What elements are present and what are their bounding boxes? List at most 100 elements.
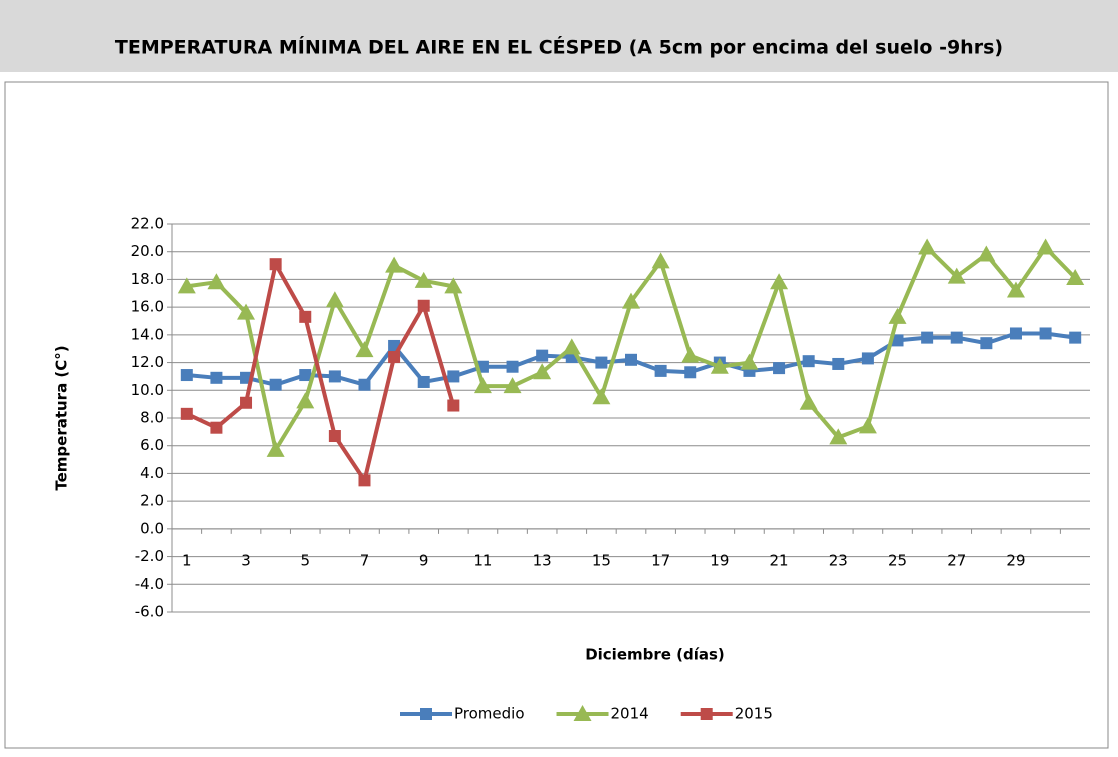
marker <box>1006 281 1025 298</box>
marker <box>773 362 786 375</box>
marker <box>950 331 963 344</box>
marker <box>240 396 253 409</box>
y-tick-label: 18.0 <box>131 270 164 288</box>
marker <box>269 258 282 271</box>
x-tick-label: 11 <box>473 551 492 569</box>
x-tick-label: 15 <box>592 551 611 569</box>
marker <box>358 378 371 391</box>
marker <box>444 277 463 294</box>
marker <box>1066 269 1085 286</box>
x-tick-label: 19 <box>710 551 729 569</box>
marker <box>740 353 759 370</box>
marker <box>328 430 341 443</box>
marker <box>1069 331 1082 344</box>
marker <box>710 357 729 374</box>
marker <box>622 292 640 309</box>
marker <box>681 346 700 363</box>
marker <box>385 256 404 273</box>
x-tick-label: 9 <box>419 551 429 569</box>
marker <box>858 417 877 434</box>
y-tick-label: 14.0 <box>131 325 164 343</box>
marker <box>210 371 223 384</box>
marker <box>1036 238 1055 255</box>
marker <box>921 331 934 344</box>
y-tick-label: 4.0 <box>140 464 164 482</box>
marker <box>799 393 818 410</box>
marker <box>266 440 285 457</box>
marker <box>328 370 341 383</box>
marker <box>177 277 196 294</box>
marker <box>947 267 966 284</box>
marker <box>180 369 193 382</box>
marker <box>1039 327 1052 340</box>
marker <box>388 351 401 364</box>
y-tick-label: 12.0 <box>131 353 164 371</box>
y-tick-label: 8.0 <box>140 409 164 427</box>
marker <box>654 364 667 377</box>
marker <box>417 375 430 388</box>
marker <box>700 708 713 720</box>
marker <box>891 334 904 347</box>
marker <box>1009 327 1022 340</box>
x-tick-label: 13 <box>533 551 552 569</box>
x-tick-label: 17 <box>651 551 670 569</box>
marker <box>237 303 256 320</box>
legend-label: 2015 <box>735 705 773 723</box>
legend-label: 2014 <box>611 705 649 723</box>
series-line <box>185 262 456 483</box>
marker <box>506 360 519 373</box>
x-axis-title: Diciembre (días) <box>585 646 725 664</box>
marker <box>980 337 993 350</box>
marker <box>595 356 608 369</box>
marker <box>888 307 907 324</box>
marker <box>207 273 226 290</box>
marker <box>299 310 312 323</box>
marker <box>977 245 996 262</box>
marker <box>447 370 460 383</box>
marker <box>299 369 312 382</box>
marker <box>562 338 581 355</box>
chart-frame <box>4 81 1109 749</box>
marker <box>325 291 344 308</box>
legend-label: Promedio <box>454 705 525 723</box>
marker <box>180 407 193 420</box>
y-tick-label: 20.0 <box>131 242 164 260</box>
marker <box>651 252 670 269</box>
marker <box>802 355 815 368</box>
y-tick-label: 2.0 <box>140 492 164 510</box>
marker <box>625 353 637 366</box>
marker <box>770 273 789 290</box>
x-tick-label: 23 <box>829 551 848 569</box>
marker <box>269 378 282 391</box>
marker <box>473 377 492 394</box>
x-tick-label: 21 <box>770 551 789 569</box>
x-tick-label: 27 <box>947 551 966 569</box>
marker <box>417 299 430 312</box>
y-tick-label: 22.0 <box>131 215 164 233</box>
marker <box>420 708 432 720</box>
y-tick-label: -4.0 <box>135 575 164 593</box>
marker <box>414 271 433 288</box>
y-tick-label: 16.0 <box>131 298 164 316</box>
marker <box>592 388 611 405</box>
y-tick-label: -2.0 <box>135 547 164 565</box>
marker <box>573 705 592 721</box>
marker <box>358 474 371 487</box>
marker <box>918 238 937 255</box>
y-tick-label: 10.0 <box>131 381 164 399</box>
y-axis-title: Temperatura (C°) <box>53 345 71 490</box>
marker <box>536 349 549 362</box>
x-tick-label: 3 <box>241 551 251 569</box>
x-tick-label: 25 <box>888 551 907 569</box>
x-tick-label: 7 <box>360 551 370 569</box>
y-tick-label: 6.0 <box>140 436 164 454</box>
y-tick-label: 0.0 <box>140 519 164 537</box>
marker <box>503 377 522 394</box>
x-tick-label: 1 <box>182 551 192 569</box>
marker <box>210 421 223 434</box>
marker <box>533 363 552 380</box>
marker <box>861 352 874 365</box>
marker <box>832 357 845 370</box>
marker <box>447 399 460 412</box>
